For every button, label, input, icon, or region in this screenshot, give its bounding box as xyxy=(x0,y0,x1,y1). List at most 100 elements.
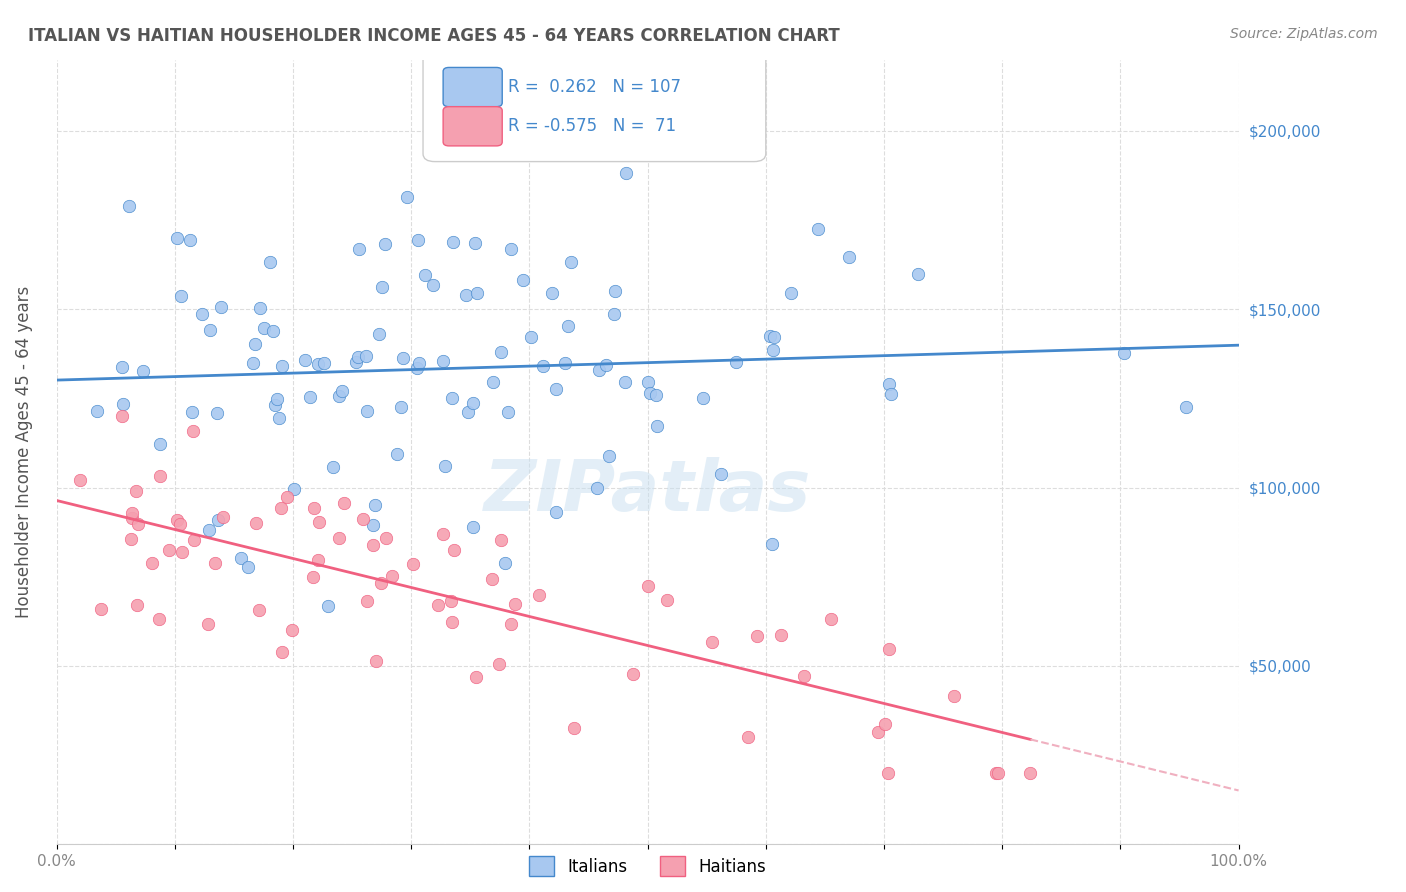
Point xyxy=(562,721,585,735)
Point xyxy=(793,669,815,683)
Point xyxy=(166,230,188,244)
Point xyxy=(301,570,323,584)
Point xyxy=(621,666,644,681)
Point xyxy=(464,670,486,684)
Point xyxy=(266,392,288,407)
Point xyxy=(132,364,155,378)
Point xyxy=(204,557,226,571)
Point xyxy=(124,484,146,499)
Point xyxy=(762,330,785,344)
Point xyxy=(762,343,785,357)
Point xyxy=(880,387,903,401)
Point xyxy=(356,594,378,608)
Point xyxy=(598,449,620,463)
Point xyxy=(322,460,344,475)
Point xyxy=(481,572,503,586)
Text: R = -0.575   N =  71: R = -0.575 N = 71 xyxy=(508,117,676,136)
Point xyxy=(655,593,678,607)
Point xyxy=(308,516,330,530)
Point xyxy=(440,594,463,608)
Point xyxy=(166,513,188,527)
Point xyxy=(270,645,292,659)
Point xyxy=(464,236,486,251)
Point xyxy=(90,602,112,616)
Point xyxy=(231,551,253,566)
Point xyxy=(207,513,229,527)
Point xyxy=(127,599,149,613)
Point xyxy=(179,233,201,247)
Point xyxy=(385,447,408,461)
Point xyxy=(432,353,454,368)
Point xyxy=(441,615,464,629)
Point xyxy=(838,250,860,264)
Point xyxy=(769,628,792,642)
FancyBboxPatch shape xyxy=(443,68,502,107)
Point xyxy=(370,576,392,591)
Point xyxy=(461,519,484,533)
Point xyxy=(482,376,505,390)
Point xyxy=(197,616,219,631)
Point xyxy=(560,255,582,269)
Point xyxy=(943,689,966,703)
Point xyxy=(512,272,534,286)
Point xyxy=(330,384,353,398)
Point xyxy=(276,491,298,505)
Point xyxy=(389,400,412,414)
Point xyxy=(170,289,193,303)
Point xyxy=(283,482,305,496)
Point xyxy=(127,517,149,532)
Point xyxy=(354,349,377,363)
Point xyxy=(501,242,523,256)
Text: ITALIAN VS HAITIAN HOUSEHOLDER INCOME AGES 45 - 64 YEARS CORRELATION CHART: ITALIAN VS HAITIAN HOUSEHOLDER INCOME AG… xyxy=(28,27,839,45)
Point xyxy=(422,277,444,292)
Point xyxy=(544,382,567,396)
Point xyxy=(344,354,367,368)
Point xyxy=(371,280,394,294)
Point xyxy=(554,356,576,370)
Point xyxy=(263,398,285,412)
Point xyxy=(638,386,661,401)
Point xyxy=(169,517,191,532)
Point xyxy=(866,725,889,739)
Point xyxy=(907,267,929,281)
Point xyxy=(271,359,294,373)
Point xyxy=(461,396,484,410)
Point xyxy=(363,498,385,512)
Point xyxy=(614,166,637,180)
Point xyxy=(121,510,143,524)
Point xyxy=(745,629,768,643)
Point xyxy=(253,321,276,335)
Point xyxy=(434,459,457,474)
Point xyxy=(873,717,896,731)
Y-axis label: Householder Income Ages 45 - 64 years: Householder Income Ages 45 - 64 years xyxy=(15,285,32,618)
Point xyxy=(247,603,270,617)
Point xyxy=(761,537,783,551)
Point xyxy=(1019,765,1042,780)
Point xyxy=(876,765,898,780)
Point xyxy=(328,531,350,545)
Point xyxy=(361,538,384,552)
Point xyxy=(780,285,803,300)
Point xyxy=(557,319,579,334)
Point xyxy=(200,323,222,337)
Point xyxy=(120,532,142,546)
Point xyxy=(368,327,391,342)
Point xyxy=(637,376,659,390)
Point xyxy=(249,301,271,316)
Point xyxy=(392,351,415,365)
Point xyxy=(259,255,281,269)
Point xyxy=(541,285,564,300)
Point xyxy=(314,356,336,370)
Point xyxy=(408,356,430,370)
Point xyxy=(443,542,465,557)
Point xyxy=(245,516,267,530)
Point xyxy=(375,531,398,545)
Point xyxy=(489,344,512,359)
Point xyxy=(441,392,464,406)
Text: Source: ZipAtlas.com: Source: ZipAtlas.com xyxy=(1230,27,1378,41)
FancyBboxPatch shape xyxy=(423,52,766,161)
Point xyxy=(328,389,350,403)
Point xyxy=(364,654,387,668)
Point xyxy=(121,506,143,520)
Point xyxy=(465,285,488,300)
